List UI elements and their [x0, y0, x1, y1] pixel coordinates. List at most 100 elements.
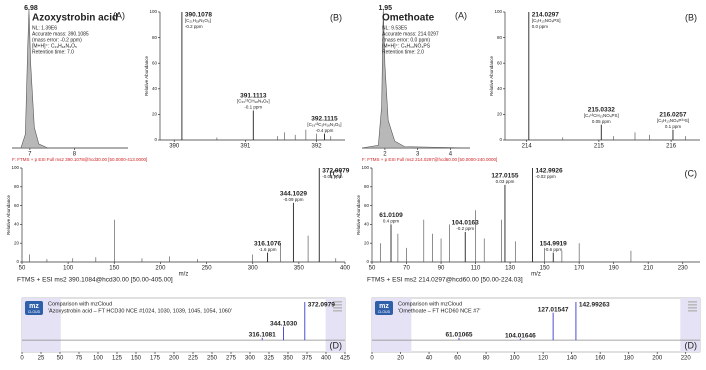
menu-icon	[688, 301, 697, 303]
x-tick-label: 70	[403, 266, 410, 272]
compound-info: (mass error: -0.2 ppm)	[32, 37, 82, 43]
logo-sub: CLOUD	[378, 310, 391, 314]
subtitle: 'Omethoate – FT HCD60 NCE #7'	[398, 308, 480, 314]
x-tick-label: 90	[438, 266, 445, 272]
peak-label: 344.1029	[280, 190, 307, 197]
x-tick-label: 400	[340, 266, 351, 272]
peak-note: [C₅H₁₃NO₄PS]	[532, 18, 561, 23]
logo-box	[25, 301, 43, 315]
panel-label: (A)	[113, 10, 125, 20]
peak-label: 104.0163	[452, 220, 479, 227]
logo: mz	[29, 303, 39, 310]
x-tick-label: 225	[188, 356, 199, 362]
peak-label: 142.99263	[579, 302, 610, 309]
chromatogram	[12, 9, 128, 149]
peak-label: 104.01646	[505, 332, 536, 339]
y-tick-label: 60	[364, 203, 370, 208]
peak-label: 154.9919	[540, 240, 567, 247]
x-tick-label: 7	[28, 152, 32, 158]
subtitle: 'Azoxystrobin acid – FT HCD30 NCE #1024,…	[48, 308, 232, 314]
x-tick-label: 200	[169, 356, 180, 362]
peak-note: -0.6 ppm	[544, 247, 562, 252]
x-tick-label: 200	[155, 266, 166, 272]
menu-icon	[688, 307, 697, 309]
compound-info: Retention time: 2.0	[382, 49, 424, 55]
peak-note: -0.1 ppm	[244, 105, 262, 110]
scan-header: F: FTMS + p ESI Full ms2 390.1078@hcd30.…	[12, 157, 147, 162]
x-tick-label: 160	[595, 356, 606, 362]
x-tick-label: 8	[73, 152, 77, 158]
panel-label: (C)	[685, 168, 698, 178]
x-tick-label: 390	[169, 144, 180, 150]
compound-info: [M+H]⁺: C₅H₁₃NO₄PS	[382, 43, 431, 49]
x-tick-label: 214	[522, 144, 533, 150]
x-tick-label: 150	[540, 266, 551, 272]
y-tick-label: 40	[364, 222, 370, 227]
peak-note: -1.6 ppm	[259, 247, 277, 252]
x-tick-label: 250	[207, 356, 218, 362]
x-tick-label: 250	[202, 266, 213, 272]
x-tick-label: 216	[666, 144, 677, 150]
peak-label: 127.01547	[538, 306, 569, 313]
apex-label: 1.95	[378, 5, 392, 12]
peak-label: 127.0155	[491, 173, 518, 180]
apex-label: 6.98	[24, 5, 38, 12]
peak-label: 316.1076	[254, 240, 281, 247]
y-tick-label: 20	[152, 112, 158, 117]
peak-note: -0.02 ppm	[536, 174, 557, 179]
x-tick-label: 391	[240, 144, 251, 150]
compound-info: [M+H]⁺: C₂₁H₁₈N₃O₅	[32, 43, 77, 49]
x-tick-label: 130	[505, 266, 516, 272]
x-tick-label: 100	[93, 356, 104, 362]
y-axis-title: Relative Abundance	[144, 55, 149, 96]
y-tick-label: 40	[14, 222, 20, 227]
x-tick-label: 215	[594, 144, 605, 150]
peak-label: 392.1115	[311, 115, 338, 122]
x-tick-label: 375	[302, 356, 313, 362]
logo-box	[375, 301, 393, 315]
peak-label: 142.9926	[536, 168, 563, 175]
y-tick-label: 0	[499, 137, 502, 142]
y-tick-label: 20	[497, 112, 503, 117]
x-tick-label: 40	[426, 356, 433, 362]
y-axis-title: Relative Abundance	[356, 194, 361, 235]
menu-icon	[688, 304, 697, 306]
menu-icon	[688, 310, 697, 312]
x-tick-label: 75	[76, 356, 83, 362]
peak-label: 61.01065	[445, 332, 472, 339]
y-tick-label: 40	[152, 86, 158, 91]
peak-label: 61.0109	[379, 212, 403, 219]
peak-note: [C₂₀¹³CH₁₈N₃O₅]	[237, 99, 270, 104]
x-tick-label: 4	[449, 152, 453, 158]
x-tick-label: 150	[131, 356, 142, 362]
compound-info: NL: 9.53E5	[382, 25, 407, 31]
x-tick-label: 392	[312, 144, 323, 150]
title: Comparison with mzCloud	[48, 301, 112, 307]
peak-note: 0.03 ppm	[496, 179, 515, 184]
x-tick-label: 200	[652, 356, 663, 362]
footer: FTMS + ESI ms2 214.0297@hcd60.00 [50.00-…	[367, 277, 523, 284]
peak-note: [C₂₁H₁₈N₃O₅]	[185, 18, 211, 23]
x-tick-label: 425	[340, 356, 351, 362]
panel-label: (B)	[685, 12, 697, 22]
y-axis-title: Relative Abundance	[489, 55, 494, 96]
x-tick-label: 125	[112, 356, 123, 362]
y-tick-label: 20	[364, 240, 370, 245]
menu-icon	[333, 304, 342, 306]
compound-name: Omethoate	[382, 13, 435, 24]
x-axis-title: m/z	[179, 272, 189, 278]
compound-info: (mass error: 0.0 ppm)	[382, 37, 430, 43]
panel-label: (A)	[455, 10, 467, 20]
peak-label: 214.0297	[532, 12, 559, 19]
peak-label: 372.0979	[322, 168, 349, 175]
x-tick-label: 325	[264, 356, 275, 362]
compound-info: Retention time: 7.0	[32, 49, 74, 55]
peak-note: 0.4 ppm	[383, 219, 400, 224]
x-tick-label: 150	[109, 266, 120, 272]
title: Comparison with mzCloud	[398, 301, 462, 307]
peak-label: 391.1113	[240, 92, 267, 99]
peak-label: 372.0979	[308, 302, 335, 309]
x-tick-label: 170	[574, 266, 585, 272]
panel-label: (B)	[330, 12, 342, 22]
